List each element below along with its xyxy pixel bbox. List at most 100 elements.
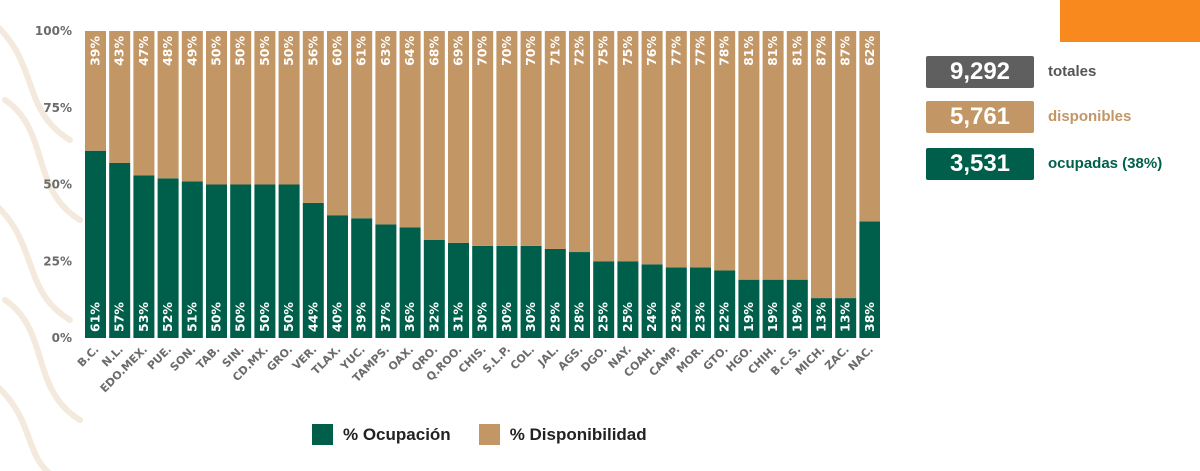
bar-ocupacion [109, 163, 131, 338]
x-tick-label: B.C. [75, 343, 102, 370]
ocupadas-value: 3,531 [926, 148, 1034, 180]
bar-disponibilidad [544, 31, 566, 249]
bar-ocupacion [278, 184, 300, 338]
bar-disponibilidad [109, 31, 131, 164]
bar-disponibilidad [472, 31, 494, 246]
bar-label-ocupacion: 30% [475, 302, 490, 332]
bar-ocupacion [423, 239, 445, 338]
bar-label-disponibilidad: 70% [475, 36, 490, 66]
bar-label-disponibilidad: 63% [378, 36, 393, 66]
bar-disponibilidad [206, 31, 227, 185]
bar-label-disponibilidad: 77% [668, 36, 683, 66]
bar-ocupacion [230, 184, 252, 338]
bar-ocupacion [544, 248, 566, 338]
y-tick-label: 0% [52, 331, 72, 345]
bar-label-disponibilidad: 50% [281, 36, 296, 66]
bar-label-ocupacion: 50% [281, 302, 296, 332]
bar-ocupacion [157, 178, 179, 338]
bar-disponibilidad [423, 31, 445, 240]
bar-label-ocupacion: 13% [814, 302, 829, 332]
bar-label-disponibilidad: 81% [765, 36, 780, 66]
bar-label-ocupacion: 36% [402, 302, 417, 332]
bar-label-disponibilidad: 50% [233, 36, 248, 66]
bar-disponibilidad [665, 31, 687, 268]
bar-label-ocupacion: 50% [233, 302, 248, 332]
occupancy-chart: 0% 25% 50% 75% 100% 61% 39% 57% 43% 53% 47% 52% 48%… [35, 24, 880, 395]
bar-ocupacion [206, 184, 227, 338]
legend-swatch-ocupacion [312, 424, 333, 445]
bar-ocupacion [835, 298, 857, 338]
x-tick-label: DGO. [578, 343, 609, 374]
x-tick-label: ZAC. [822, 343, 852, 373]
bar-ocupacion [786, 279, 808, 338]
bar-label-ocupacion: 22% [717, 302, 732, 332]
bar-label-ocupacion: 25% [620, 302, 635, 332]
y-axis: 0% 25% 50% 75% 100% [35, 24, 72, 345]
bar-label-disponibilidad: 50% [257, 36, 272, 66]
bar-disponibilidad [738, 31, 760, 280]
bar-label-ocupacion: 29% [547, 302, 562, 332]
bar-disponibilidad [448, 31, 469, 243]
bar-ocupacion [738, 279, 760, 338]
bars: 61% 39% 57% 43% 53% 47% 52% 48% 51% 49% 50% 50% 50% 5… [85, 31, 880, 338]
y-tick-label: 25% [43, 254, 72, 268]
x-tick-label: SON. [168, 343, 199, 374]
bar-ocupacion [520, 245, 542, 338]
bar-disponibilidad [181, 31, 203, 182]
bar-label-ocupacion: 37% [378, 302, 393, 332]
bar-disponibilidad [641, 31, 663, 265]
legend-label-ocupacion: % Ocupación [343, 424, 451, 444]
bar-label-disponibilidad: 43% [112, 36, 127, 66]
bar-disponibilidad [835, 31, 857, 299]
bar-ocupacion [762, 279, 784, 338]
bar-label-ocupacion: 52% [160, 302, 175, 332]
disponibles-value: 5,761 [926, 101, 1034, 133]
bar-label-disponibilidad: 71% [547, 36, 562, 66]
ocupadas-label: ocupadas (38%) [1048, 155, 1163, 172]
bar-disponibilidad [786, 31, 808, 280]
bar-label-ocupacion: 39% [354, 302, 369, 332]
bar-label-ocupacion: 19% [741, 302, 756, 332]
bar-ocupacion [496, 245, 518, 338]
bar-disponibilidad [278, 31, 300, 185]
bar-label-disponibilidad: 62% [862, 36, 877, 66]
bar-label-ocupacion: 23% [668, 302, 683, 332]
bar-label-disponibilidad: 47% [136, 36, 151, 66]
bar-ocupacion [859, 221, 880, 338]
legend: % Ocupación % Disponibilidad [312, 424, 675, 445]
bar-ocupacion [811, 298, 832, 338]
legend-swatch-disponibilidad [478, 424, 500, 445]
bar-label-ocupacion: 57% [112, 302, 127, 332]
bar-ocupacion [254, 184, 276, 338]
bar-disponibilidad [85, 31, 106, 151]
bar-label-disponibilidad: 39% [88, 36, 103, 66]
bar-ocupacion [714, 270, 736, 338]
x-tick-label: NAC. [846, 343, 876, 373]
bar-ocupacion [133, 175, 155, 338]
bar-label-disponibilidad: 78% [717, 36, 732, 66]
bar-ocupacion [690, 267, 711, 338]
bar-disponibilidad [157, 31, 179, 179]
y-tick-label: 75% [43, 101, 72, 115]
bar-label-ocupacion: 51% [184, 302, 199, 332]
bar-label-disponibilidad: 60% [330, 36, 345, 66]
bar-ocupacion [569, 252, 590, 338]
bar-label-disponibilidad: 64% [402, 36, 417, 66]
bar-ocupacion [472, 245, 494, 338]
x-tick-label: S.L.P. [480, 343, 513, 376]
bar-label-ocupacion: 25% [596, 302, 611, 332]
bar-label-ocupacion: 50% [209, 302, 224, 332]
bar-disponibilidad [302, 31, 324, 203]
bar-label-disponibilidad: 61% [354, 36, 369, 66]
bar-label-ocupacion: 19% [765, 302, 780, 332]
bar-ocupacion [327, 215, 348, 338]
bar-label-ocupacion: 28% [572, 302, 587, 332]
bar-ocupacion [399, 227, 421, 338]
x-tick-label: COL. [508, 343, 537, 372]
x-axis-labels: B.C.N.L.EDO.MEX.PUE.SON.TAB.SIN.CD.MX.GR… [75, 343, 876, 395]
bar-disponibilidad [496, 31, 518, 246]
bar-label-disponibilidad: 48% [160, 36, 175, 66]
bar-disponibilidad [762, 31, 784, 280]
y-tick-label: 50% [43, 178, 72, 192]
bar-label-ocupacion: 30% [523, 302, 538, 332]
